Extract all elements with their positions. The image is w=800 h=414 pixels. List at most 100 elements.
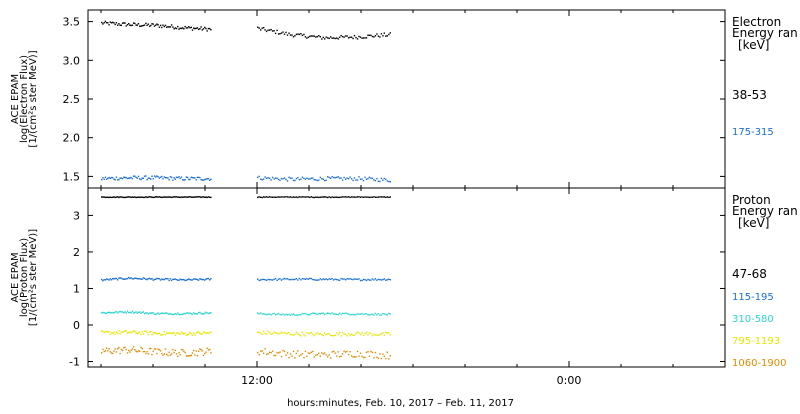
proton-data-point — [141, 278, 143, 280]
electron-data-point — [367, 34, 369, 36]
electron-data-point — [356, 38, 359, 40]
proton-data-point — [265, 333, 268, 335]
proton-data-point — [115, 351, 118, 353]
proton-data-point — [105, 278, 108, 280]
proton-data-point — [206, 347, 208, 349]
electron-data-point — [258, 175, 260, 178]
proton-data-point — [107, 331, 109, 333]
proton-data-point — [129, 277, 131, 280]
proton-data-point — [169, 354, 172, 356]
proton-data-point — [109, 311, 111, 314]
proton-data-point — [343, 312, 345, 315]
proton-data-point — [304, 196, 307, 198]
proton-data-point — [191, 196, 194, 198]
proton-data-point — [153, 278, 156, 281]
electron-data-point — [349, 36, 351, 38]
electron-data-point — [264, 29, 266, 31]
electron-data-point — [321, 38, 323, 40]
proton-data-point — [283, 331, 286, 334]
electron-data-point — [374, 179, 377, 182]
proton-data-point — [166, 312, 168, 314]
proton-data-point — [361, 332, 363, 334]
proton-data-point — [193, 196, 195, 198]
proton-data-point — [140, 278, 142, 280]
proton-data-point — [268, 332, 271, 334]
proton-data-point — [132, 278, 135, 280]
electron-data-point — [164, 24, 167, 27]
proton-data-point — [334, 313, 336, 315]
proton-data-point — [152, 196, 154, 199]
proton-data-point — [102, 348, 104, 351]
proton-data-point — [163, 312, 165, 315]
electron-data-point — [128, 23, 130, 25]
proton-data-point — [304, 312, 307, 315]
electron-data-point — [316, 179, 318, 182]
electron-data-point — [303, 177, 305, 180]
proton-data-point — [200, 196, 202, 199]
proton-data-point — [169, 312, 172, 315]
proton-data-point — [162, 354, 164, 356]
electron-data-point — [194, 27, 196, 30]
electron-data-point — [324, 38, 326, 40]
proton-data-point — [388, 312, 390, 315]
electron-data-point — [150, 178, 152, 180]
electron-data-point — [179, 177, 181, 180]
electron-data-point — [201, 179, 203, 181]
proton-data-point — [267, 278, 269, 281]
proton-data-point — [128, 311, 130, 314]
proton-data-point — [333, 350, 335, 353]
proton-data-point — [136, 278, 138, 280]
proton-data-point — [125, 312, 127, 314]
electron-data-point — [188, 26, 190, 28]
proton-data-point — [276, 196, 278, 198]
proton-data-point — [376, 196, 378, 198]
electron-data-point — [184, 179, 186, 181]
proton-data-point — [358, 332, 360, 334]
proton-data-point — [210, 196, 212, 199]
x-axis-title: hours:minutes, Feb. 10, 2017 – Feb. 11, … — [287, 398, 514, 409]
proton-data-point — [297, 196, 299, 199]
electron-data-point — [327, 37, 329, 39]
electron-data-point — [377, 180, 380, 182]
electron-data-point — [173, 28, 175, 30]
proton-data-point — [386, 196, 388, 198]
proton-data-point — [153, 332, 156, 334]
electron-data-point — [346, 177, 348, 179]
electron-data-point — [158, 26, 161, 28]
proton-series-47-68 — [101, 196, 391, 199]
proton-data-point — [270, 279, 272, 281]
proton-data-point — [172, 332, 174, 334]
proton-data-point — [352, 313, 354, 316]
electron-data-point — [282, 178, 284, 180]
proton-data-point — [134, 196, 136, 198]
electron-data-point — [330, 36, 332, 38]
proton-data-point — [349, 334, 351, 337]
proton-data-point — [309, 314, 311, 316]
electron-data-point — [205, 178, 207, 180]
proton-data-point — [104, 279, 107, 281]
proton-data-point — [132, 330, 135, 332]
electron-data-point — [109, 177, 111, 179]
electron-data-point — [139, 25, 141, 27]
proton-data-point — [194, 196, 196, 198]
electron-data-point — [142, 177, 145, 179]
proton-data-point — [209, 348, 211, 351]
proton-data-point — [327, 356, 329, 358]
electron-data-point — [383, 177, 385, 180]
electron-data-point — [152, 23, 154, 25]
proton-data-point — [193, 312, 195, 314]
electron-ytick-label: 2.5 — [63, 93, 81, 106]
proton-data-point — [146, 278, 148, 281]
proton-data-point — [206, 332, 208, 334]
proton-data-point — [322, 312, 324, 314]
proton-data-point — [162, 278, 164, 281]
proton-data-point — [268, 351, 271, 353]
electron-data-point — [341, 179, 344, 181]
proton-data-point — [388, 278, 390, 280]
electron-data-point — [190, 26, 192, 29]
proton-data-point — [373, 357, 375, 359]
electron-data-point — [188, 178, 190, 181]
electron-data-point — [261, 179, 263, 181]
electron-data-point — [318, 179, 320, 181]
proton-data-point — [309, 277, 311, 280]
